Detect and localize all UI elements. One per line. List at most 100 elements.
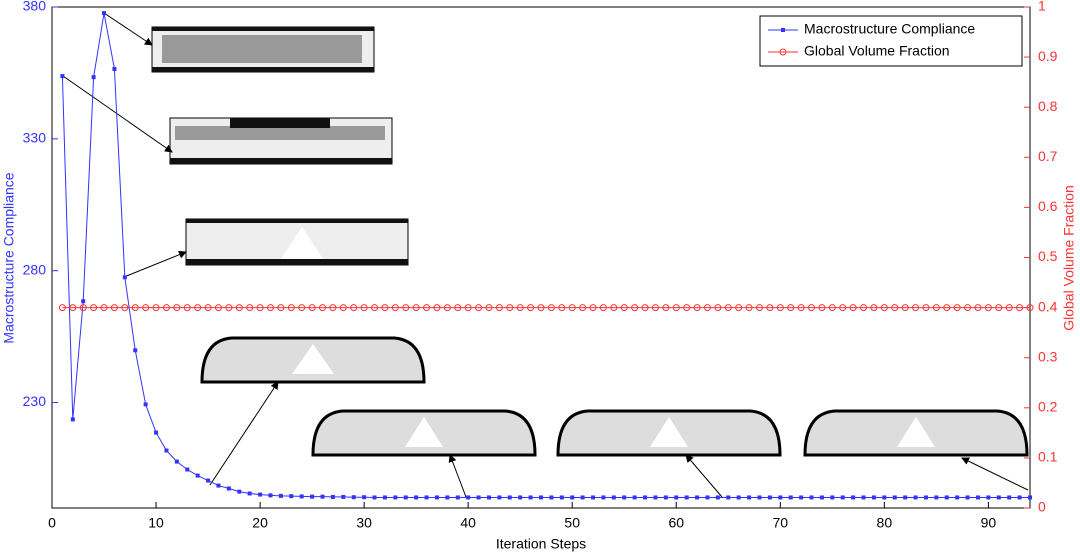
point [808,304,816,312]
y2-tick-label: 0.4 [1038,298,1058,314]
point [100,304,108,312]
legend-marker [781,28,785,32]
point [912,304,920,312]
point [1016,304,1024,312]
point [226,486,231,491]
point [537,304,545,312]
point [174,459,179,464]
point [570,495,575,500]
point [162,304,170,312]
point [611,495,616,500]
point [735,304,743,312]
point [799,495,804,500]
point [809,495,814,500]
x-tick-label: 10 [148,515,164,531]
point [214,304,222,312]
y2-tick-label: 0.7 [1038,148,1058,164]
point [372,495,377,500]
point [776,304,784,312]
point [882,495,887,500]
point [308,304,316,312]
point [206,478,211,483]
point [797,304,805,312]
point [70,417,75,422]
y2-tick-label: 0.6 [1038,198,1058,214]
point [693,304,701,312]
y-tick-label: 230 [23,393,47,409]
point [154,430,159,435]
point [880,304,888,312]
x-axis-label: Iteration Steps [496,536,586,552]
point [424,495,429,500]
point [591,495,596,500]
point [412,304,420,312]
point [641,304,649,312]
point [891,304,899,312]
x-tick-label: 20 [252,515,268,531]
x-tick-label: 40 [460,515,476,531]
point [620,304,628,312]
point [60,74,65,79]
point [539,495,543,500]
point [341,494,346,499]
point [714,304,722,312]
point [381,304,389,312]
point [142,304,150,312]
point [547,304,555,312]
y-tick-label: 380 [23,0,47,14]
point [674,495,679,500]
point [724,304,732,312]
point [423,304,431,312]
point [922,304,930,312]
point [225,304,233,312]
y2-tick-label: 1 [1038,0,1046,14]
point [819,495,824,500]
point [923,495,928,500]
point [766,304,774,312]
y2-tick-label: 0.3 [1038,348,1058,364]
point [79,304,87,312]
point [362,495,367,500]
point [143,402,148,407]
point [653,495,658,500]
point [278,493,283,498]
point [152,304,160,312]
point [974,304,982,312]
point [454,304,462,312]
point [185,467,190,472]
point [351,495,356,500]
point [403,495,408,500]
point [622,495,627,500]
legend-label: Global Volume Fraction [804,43,950,59]
point [485,304,493,312]
point [402,304,410,312]
point [631,304,639,312]
point [778,495,783,500]
point [476,495,481,500]
point [975,495,980,500]
point [475,304,483,312]
point [828,304,836,312]
point [195,473,200,478]
point [320,494,325,499]
point [183,304,191,312]
point [1028,495,1032,500]
point [787,304,795,312]
point [131,304,139,312]
point [559,495,564,500]
point [703,304,711,312]
point [112,66,117,71]
point [663,495,668,500]
point [350,304,358,312]
point [258,492,263,497]
y2-tick-label: 0.9 [1038,48,1058,64]
point [266,304,274,312]
point [830,495,835,500]
point [755,304,763,312]
point [953,304,961,312]
x-tick-label: 70 [773,515,789,531]
point [860,304,868,312]
point [568,304,576,312]
point [851,495,856,500]
point [443,304,451,312]
